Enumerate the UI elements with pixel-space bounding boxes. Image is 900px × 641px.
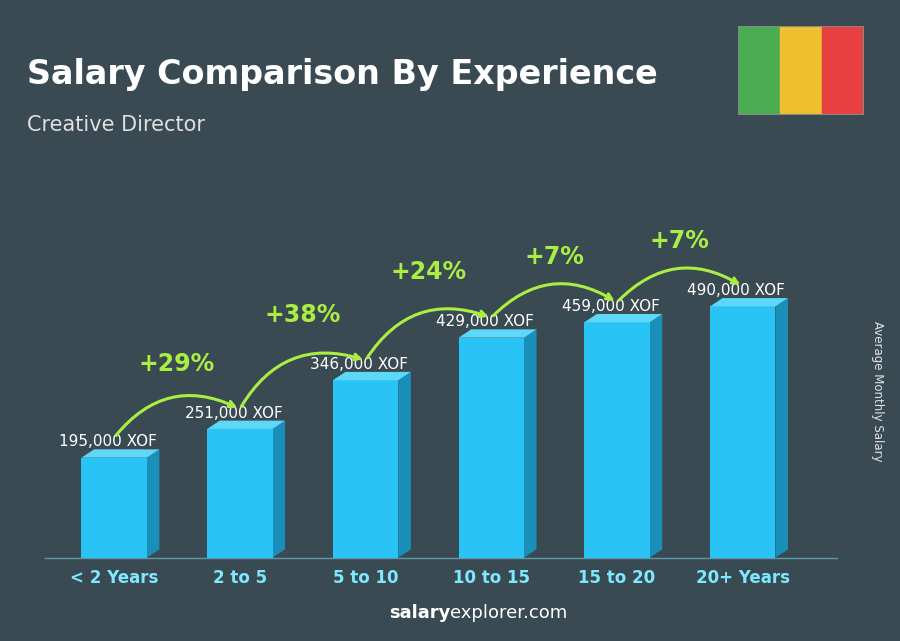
Polygon shape <box>710 298 788 306</box>
Text: 195,000 XOF: 195,000 XOF <box>58 435 157 449</box>
Text: Average Monthly Salary: Average Monthly Salary <box>871 320 884 462</box>
Polygon shape <box>776 298 788 558</box>
Bar <box>822 26 864 115</box>
Polygon shape <box>147 449 159 558</box>
Polygon shape <box>273 420 285 558</box>
Text: +24%: +24% <box>391 260 466 285</box>
Text: 459,000 XOF: 459,000 XOF <box>562 299 660 314</box>
Bar <box>780 26 822 115</box>
Bar <box>82 458 147 558</box>
Bar <box>459 338 524 558</box>
Text: Creative Director: Creative Director <box>27 115 205 135</box>
Text: explorer.com: explorer.com <box>450 604 567 622</box>
Text: salary: salary <box>389 604 450 622</box>
Polygon shape <box>207 420 285 429</box>
Bar <box>710 306 776 558</box>
Text: Salary Comparison By Experience: Salary Comparison By Experience <box>27 58 658 90</box>
Polygon shape <box>524 329 536 558</box>
Text: 251,000 XOF: 251,000 XOF <box>184 406 283 420</box>
Bar <box>207 429 273 558</box>
Text: +29%: +29% <box>139 352 215 376</box>
Bar <box>738 26 780 115</box>
Polygon shape <box>82 449 159 458</box>
Bar <box>333 380 399 558</box>
Bar <box>584 322 650 558</box>
Polygon shape <box>459 329 536 338</box>
Text: 490,000 XOF: 490,000 XOF <box>688 283 786 298</box>
Text: 346,000 XOF: 346,000 XOF <box>310 357 409 372</box>
Polygon shape <box>399 372 410 558</box>
Polygon shape <box>650 314 662 558</box>
Polygon shape <box>584 314 662 322</box>
Text: +7%: +7% <box>650 229 710 253</box>
Text: +7%: +7% <box>524 245 584 269</box>
Text: +38%: +38% <box>265 303 341 327</box>
Polygon shape <box>333 372 410 380</box>
Text: 429,000 XOF: 429,000 XOF <box>436 314 534 329</box>
